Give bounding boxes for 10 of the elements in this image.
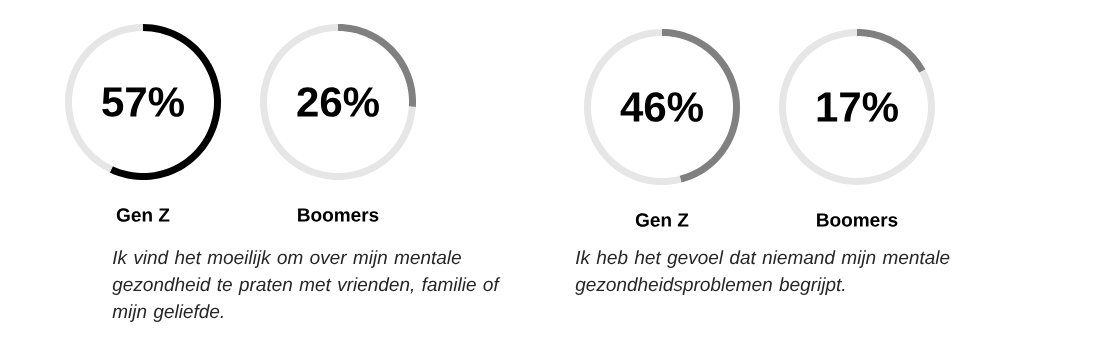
text: Boomers (817, 213, 898, 227)
text: 46% (620, 92, 703, 122)
text: Ik vind het moeilijk om over mijn mentale gezondheid te praten met vrienden, familie of mijn geliefde. (112, 250, 501, 322)
text: Ik heb het gevoel dat niemand mijn mentale gezondheidsproblemen begrijpt. (575, 250, 950, 295)
text: Gen Z (635, 213, 689, 227)
text: 57% (102, 87, 184, 117)
text: Boomers (298, 208, 379, 222)
text: Gen Z (116, 208, 170, 222)
text: 26% (297, 87, 379, 117)
text: 17% (817, 92, 898, 122)
